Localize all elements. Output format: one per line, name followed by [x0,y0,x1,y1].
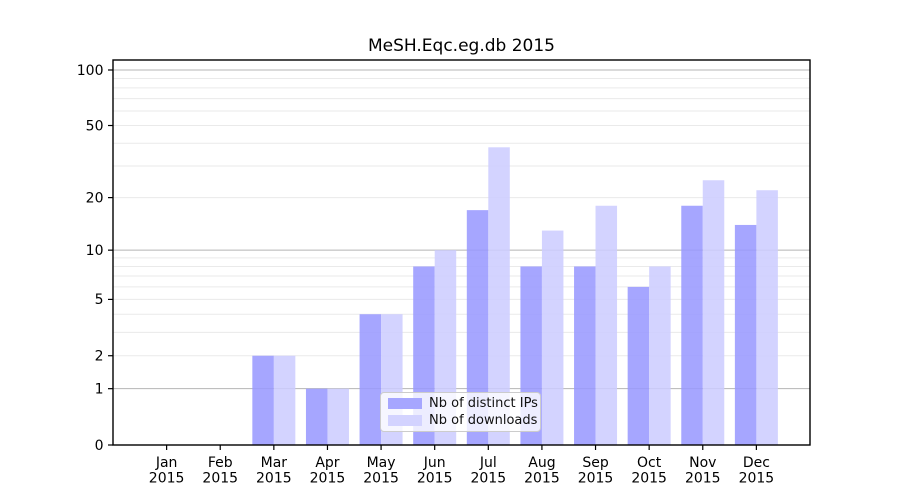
y-tick-label: 1 [95,381,104,397]
legend-swatch-distinct-ips [388,398,422,409]
x-tick-label-month: Jun [423,455,446,471]
x-tick-label-year: 2015 [470,471,506,487]
bar [702,180,725,445]
y-tick-label: 50 [86,118,104,134]
x-tick-label-month: Feb [208,455,233,471]
y-tick-label: 10 [86,243,104,259]
x-tick-label-month: Jul [479,455,497,471]
bar [627,286,650,445]
x-tick-label-year: 2015 [149,471,185,487]
bar [649,266,671,445]
bar [488,147,510,445]
bar [327,388,349,445]
x-tick-label-year: 2015 [363,471,399,487]
x-tick-label-year: 2015 [631,471,667,487]
axes-spines [112,59,811,446]
bar [305,388,328,445]
x-tick-label-year: 2015 [578,471,614,487]
x-tick-label-month: May [367,455,396,471]
x-tick-label-year: 2015 [417,471,453,487]
x-tick-label-year: 2015 [685,471,721,487]
y-tick-label: 0 [95,438,104,454]
y-axis: 0 1 2 5 10 20 50 100 [77,63,113,454]
x-tick-label-year: 2015 [202,471,238,487]
bars-downloads [273,147,778,445]
legend-row-downloads: Nb of downloads [381,412,540,429]
bar [466,210,489,445]
y-tick-label: 5 [95,292,104,308]
y-tick-label: 100 [77,63,104,79]
x-tick-label-month: Mar [261,455,288,471]
bar [574,266,596,445]
y-tick-label: 2 [95,349,104,365]
bar [734,224,757,445]
y-tick-label: 20 [86,190,104,206]
x-tick-label-month: Sep [582,455,609,471]
x-tick-label-month: Dec [743,455,770,471]
bar [359,314,382,445]
legend-label-downloads: Nb of downloads [429,413,538,428]
bar [541,230,564,445]
x-tick-label-year: 2015 [524,471,560,487]
x-tick-label-month: Nov [689,455,716,471]
x-tick-label-month: Jan [155,455,178,471]
legend: Nb of distinct IPs Nb of downloads [380,392,541,432]
x-tick-label-month: Apr [315,455,339,471]
bar [595,205,618,445]
x-tick-label-year: 2015 [256,471,292,487]
x-tick-label-month: Aug [528,455,555,471]
x-axis: Jan2015Feb2015Mar2015Apr2015May2015Jun20… [149,445,774,487]
bar [273,355,296,445]
x-tick-label-year: 2015 [310,471,346,487]
bar [756,190,778,445]
x-tick-label-month: Oct [637,455,662,471]
x-tick-label-year: 2015 [739,471,775,487]
chart-title: MeSH.Eqc.eg.db 2015 [368,36,555,56]
bar [681,205,703,445]
legend-swatch-downloads [388,415,422,426]
legend-label-distinct-ips: Nb of distinct IPs [429,396,538,411]
legend-row-distinct-ips: Nb of distinct IPs [381,395,540,412]
bar [252,355,274,445]
